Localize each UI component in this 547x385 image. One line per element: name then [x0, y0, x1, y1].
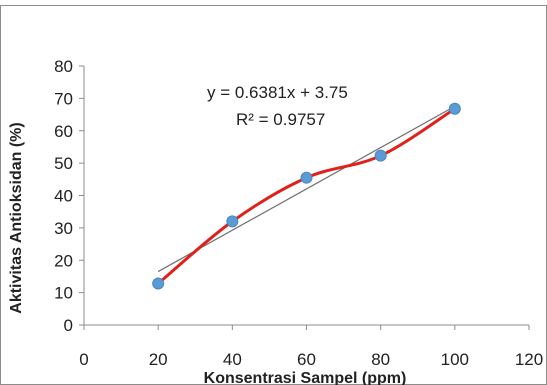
- y-tick-label: 40: [54, 187, 73, 206]
- x-tick-label: 20: [149, 350, 168, 369]
- y-tick-label: 20: [54, 251, 73, 270]
- y-tick-label: 0: [64, 316, 73, 335]
- x-tick-label: 120: [515, 350, 543, 369]
- x-axis: 0 20 40 60 80 100 120: [79, 324, 543, 369]
- r-squared-label: R² = 0.9757: [236, 110, 325, 129]
- trendline-layer: [157, 105, 456, 273]
- y-tick-label: 50: [54, 154, 73, 173]
- smooth-curve-layer: [157, 107, 456, 285]
- y-tick-label: 10: [54, 284, 73, 303]
- trendline-equation: y = 0.6381x + 3.75: [207, 83, 348, 102]
- data-point: [448, 102, 461, 115]
- y-tick-label: 80: [54, 57, 73, 76]
- data-points-layer: [152, 102, 461, 290]
- y-tick-label: 30: [54, 219, 73, 238]
- x-tick-label: 0: [79, 350, 88, 369]
- y-tick-label: 70: [54, 89, 73, 108]
- smooth-series-line: [157, 107, 456, 285]
- x-tick-label: 40: [223, 350, 242, 369]
- x-tick-label: 60: [297, 350, 316, 369]
- linear-trendline: [157, 105, 456, 273]
- data-point: [300, 171, 313, 184]
- x-tick-label: 80: [371, 350, 390, 369]
- y-axis-title: Aktivitas Antioksidan (%): [8, 122, 25, 313]
- x-axis-title: Konsentrasi Sampel (ppm): [204, 370, 407, 385]
- data-point: [152, 277, 165, 290]
- y-tick-label: 60: [54, 122, 73, 141]
- x-tick-label: 100: [441, 350, 469, 369]
- data-point: [374, 149, 387, 162]
- y-axis: 0 10 20 30 40 50 60 70 80: [54, 57, 85, 335]
- data-point: [226, 215, 239, 228]
